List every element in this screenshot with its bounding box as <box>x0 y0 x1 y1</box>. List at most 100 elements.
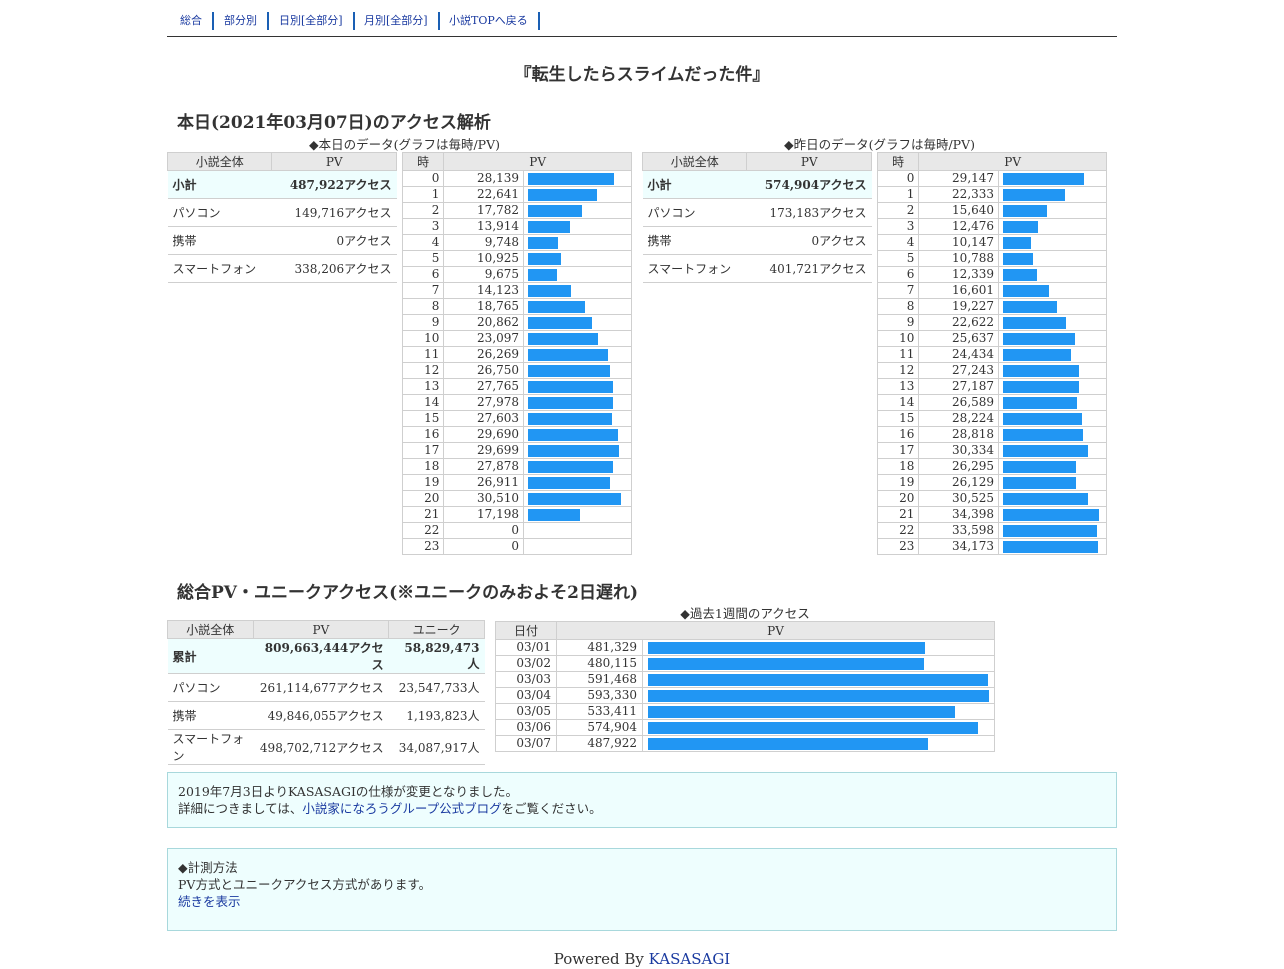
nav-link-by-part[interactable]: 部分別 <box>224 12 269 30</box>
summary-header-novel: 小説全体 <box>166 152 273 171</box>
pv-bar <box>528 396 614 409</box>
hour-cell: 4 <box>401 234 445 251</box>
pv-bar <box>1003 508 1100 521</box>
pv-bar <box>1003 348 1072 361</box>
method-title: ◆計測方法 <box>178 860 238 875</box>
pv-value-cell: 0 <box>443 522 525 539</box>
pv-value-cell: 29,690 <box>443 426 525 443</box>
pv-value-cell: 22,641 <box>443 186 525 203</box>
pv-value-cell: 10,147 <box>918 234 1000 251</box>
nav-link-monthly[interactable]: 月別[全部分] <box>364 12 440 30</box>
hour-cell: 6 <box>401 266 445 283</box>
bar-cell <box>998 522 1107 539</box>
hour-cell: 8 <box>876 298 920 315</box>
table-row: 03/05 533,411 <box>495 703 995 720</box>
footer-prefix: Powered By <box>553 950 649 968</box>
bar-cell <box>998 474 1107 491</box>
pv-bar <box>528 268 558 281</box>
kasasagi-link[interactable]: KASASAGI <box>648 950 731 968</box>
pv-bar <box>1003 204 1048 217</box>
pv-bar <box>1003 188 1066 201</box>
pv-bar <box>528 316 593 329</box>
row-value: 574,904アクセス <box>746 170 872 199</box>
weekly-header-pv: PV <box>556 621 995 640</box>
bar-cell <box>998 266 1107 283</box>
row-label: 携帯 <box>642 226 747 255</box>
date-cell: 03/04 <box>495 687 557 704</box>
official-blog-link[interactable]: 小説家になろうグループ公式ブログ <box>302 801 502 816</box>
bar-cell <box>642 655 995 672</box>
totals-section-title: 総合PV・ユニークアクセス(※ユニークのみおよそ2日遅れ) <box>177 583 639 603</box>
bar-cell <box>998 458 1107 475</box>
bar-cell <box>998 186 1107 203</box>
pv-value-cell: 30,334 <box>918 442 1000 459</box>
nav-link-daily[interactable]: 日別[全部分] <box>279 12 355 30</box>
table-row: 16 29,690 <box>401 426 632 443</box>
hour-cell: 23 <box>876 538 920 555</box>
hour-cell: 1 <box>876 186 920 203</box>
hour-cell: 17 <box>401 442 445 459</box>
hour-cell: 11 <box>876 346 920 363</box>
yesterday-summary-table: 小説全体 PV 小計 574,904アクセス パソコン 173,183アクセス … <box>641 152 872 283</box>
pv-value-cell: 593,330 <box>556 687 643 704</box>
method-text: PV方式とユニークアクセス方式があります。 <box>178 877 432 892</box>
table-row: 03/01 481,329 <box>495 639 995 656</box>
pv-bar <box>1003 220 1039 233</box>
row-label: スマートフォン <box>642 254 747 283</box>
hour-cell: 14 <box>401 394 445 411</box>
hour-cell: 10 <box>876 330 920 347</box>
date-cell: 03/02 <box>495 655 557 672</box>
pv-bar <box>528 348 609 361</box>
bar-cell <box>998 330 1107 347</box>
row-value: 401,721アクセス <box>746 254 872 283</box>
pv-bar <box>648 657 924 670</box>
nav-link-overall[interactable]: 総合 <box>180 12 214 30</box>
bar-cell <box>998 410 1107 427</box>
bar-cell <box>998 298 1107 315</box>
row-label: スマートフォン <box>167 729 254 765</box>
nav-link-label: 月別[全部分] <box>364 14 428 27</box>
table-row: 累計 809,663,444アクセス 58,829,473人 <box>167 638 485 674</box>
bar-cell <box>998 506 1107 523</box>
hour-cell: 18 <box>876 458 920 475</box>
date-cell: 03/01 <box>495 639 557 656</box>
date-cell: 03/06 <box>495 719 557 736</box>
pv-bar <box>648 673 988 686</box>
bar-cell <box>998 346 1107 363</box>
pv-value-cell: 27,243 <box>918 362 1000 379</box>
row-unique: 34,087,917人 <box>388 729 485 765</box>
table-row: スマートフォン 498,702,712アクセス 34,087,917人 <box>167 729 485 765</box>
pv-bar <box>648 705 955 718</box>
pv-bar <box>528 428 619 441</box>
nav-link-novel-top[interactable]: 小説TOPへ戻る <box>449 12 540 30</box>
pv-bar <box>528 188 598 201</box>
pv-value-cell: 26,269 <box>443 346 525 363</box>
show-more-link[interactable]: 続きを表示 <box>178 894 241 909</box>
bar-cell <box>523 330 632 347</box>
hour-cell: 5 <box>876 250 920 267</box>
pv-value-cell: 9,675 <box>443 266 525 283</box>
hour-cell: 12 <box>401 362 445 379</box>
table-row: 18 26,295 <box>876 458 1107 475</box>
totals-header-unique: ユニーク <box>388 620 485 639</box>
nav-link-label: 日別[全部分] <box>279 14 343 27</box>
table-row: 18 27,878 <box>401 458 632 475</box>
bar-cell <box>998 170 1107 187</box>
pv-value-cell: 19,227 <box>918 298 1000 315</box>
hour-cell: 0 <box>401 170 445 187</box>
pv-bar <box>1003 380 1080 393</box>
row-unique: 23,547,733人 <box>388 673 485 702</box>
bar-cell <box>642 687 995 704</box>
bar-cell <box>523 234 632 251</box>
row-label: パソコン <box>167 673 254 702</box>
pv-bar <box>528 220 571 233</box>
bar-cell <box>523 458 632 475</box>
bar-cell <box>523 282 632 299</box>
hour-cell: 21 <box>401 506 445 523</box>
row-label: 小計 <box>642 170 747 199</box>
nav-link-label: 小説TOPへ戻る <box>449 14 528 27</box>
pv-value-cell: 591,468 <box>556 671 643 688</box>
pv-bar <box>528 204 583 217</box>
bar-cell <box>998 314 1107 331</box>
hour-cell: 5 <box>401 250 445 267</box>
